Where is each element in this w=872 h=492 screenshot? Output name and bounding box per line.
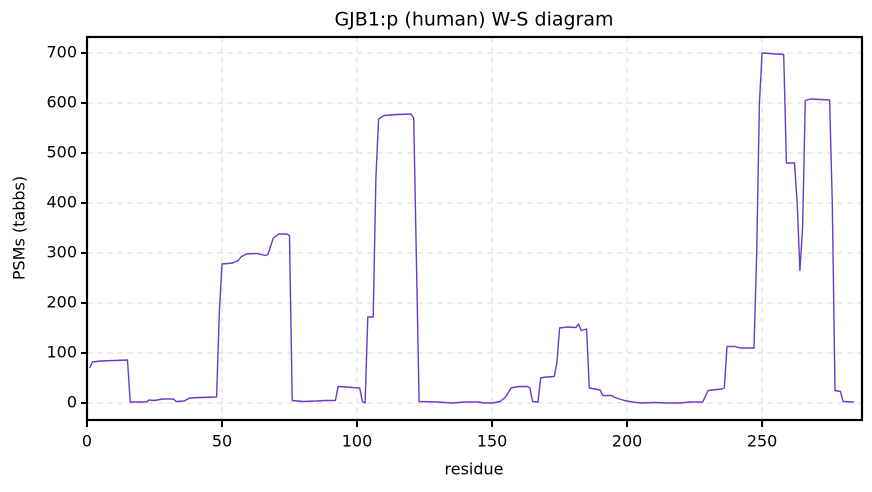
x-axis-label: residue bbox=[445, 460, 504, 479]
chart-title: GJB1:p (human) W-S diagram bbox=[334, 9, 613, 31]
y-tick-label: 400 bbox=[46, 193, 77, 212]
data-line bbox=[89, 52, 854, 404]
x-tick-label: 100 bbox=[342, 432, 373, 451]
plot-frame bbox=[85, 35, 864, 422]
x-tick-label: 200 bbox=[612, 432, 643, 451]
y-axis-label: PSMs (tabbs) bbox=[10, 176, 29, 280]
y-tick-label: 200 bbox=[46, 293, 77, 312]
x-tick-label: 0 bbox=[82, 432, 92, 451]
y-tick-label: 700 bbox=[46, 43, 77, 62]
y-tick-label: 0 bbox=[67, 393, 77, 412]
x-tick-label: 50 bbox=[212, 432, 232, 451]
x-tick-label: 150 bbox=[477, 432, 508, 451]
y-tick-label: 300 bbox=[46, 243, 77, 262]
x-tick-label: 250 bbox=[747, 432, 778, 451]
y-tick-label: 100 bbox=[46, 343, 77, 362]
y-tick-label: 600 bbox=[46, 93, 77, 112]
y-tick-label: 500 bbox=[46, 143, 77, 162]
